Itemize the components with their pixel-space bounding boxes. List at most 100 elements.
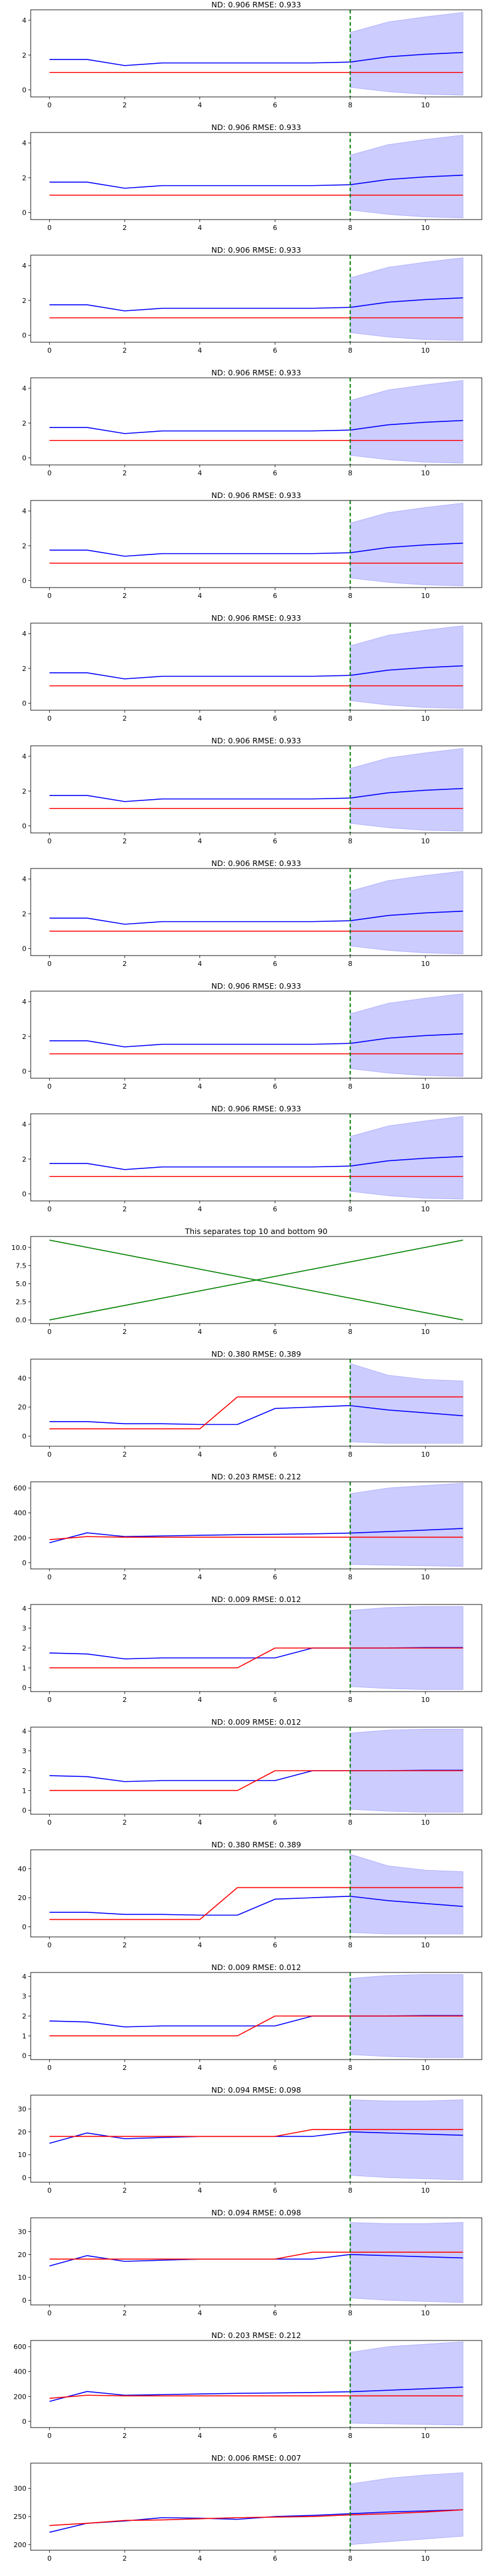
chart-svg: ND: 0.009 RMSE: 0.012 0 2 4 6 8 10 0 1 2 3 4 bbox=[22, 1963, 482, 2072]
chart-svg: ND: 0.009 RMSE: 0.012 0 2 4 6 8 10 0 1 2 3 4 bbox=[22, 1595, 482, 1704]
y-tick-label: 2 bbox=[22, 1767, 26, 1775]
chart-svg: ND: 0.006 RMSE: 0.007 0 2 4 6 8 10 200 250 300 bbox=[14, 2453, 482, 2563]
x-tick-label: 4 bbox=[198, 2555, 202, 2563]
chart-title: ND: 0.906 RMSE: 0.933 bbox=[211, 0, 301, 9]
x-tick-label: 4 bbox=[198, 1941, 202, 1949]
x-tick-label: 4 bbox=[198, 2064, 202, 2072]
chart-svg: ND: 0.380 RMSE: 0.389 0 2 4 6 8 10 0 20 40 bbox=[18, 1840, 482, 1949]
actual-series-line bbox=[49, 2252, 463, 2260]
confidence-band bbox=[350, 2472, 463, 2545]
y-tick-label: 3 bbox=[22, 1993, 26, 2001]
x-tick-label: 10 bbox=[421, 2432, 430, 2440]
chart-svg: ND: 0.009 RMSE: 0.012 0 2 4 6 8 10 0 1 2 3 4 bbox=[22, 1717, 482, 1827]
x-tick-label: 6 bbox=[273, 1083, 277, 1091]
x-tick-label: 4 bbox=[198, 1083, 202, 1091]
actual-series-line bbox=[49, 1887, 463, 1920]
y-tick-label: 4 bbox=[22, 262, 26, 270]
y-tick-label: 2 bbox=[22, 1033, 26, 1041]
x-tick-label: 0 bbox=[47, 1573, 52, 1581]
chart-svg: ND: 0.906 RMSE: 0.933 0 2 4 6 8 10 0 2 4 bbox=[22, 859, 482, 968]
x-tick-label: 8 bbox=[348, 2064, 352, 2072]
x-tick-label: 8 bbox=[348, 1696, 352, 1704]
x-tick-label: 10 bbox=[421, 592, 430, 600]
chart-title: ND: 0.380 RMSE: 0.389 bbox=[211, 1349, 301, 1359]
x-tick-label: 4 bbox=[198, 1328, 202, 1336]
y-tick-label: 200 bbox=[14, 2393, 26, 2401]
y-tick-label: 0 bbox=[22, 1559, 26, 1567]
x-tick-label: 8 bbox=[348, 837, 352, 845]
x-tick-label: 8 bbox=[348, 2187, 352, 2195]
confidence-band bbox=[350, 12, 463, 96]
forecast-series-line bbox=[49, 1528, 463, 1544]
chart-panel: ND: 0.203 RMSE: 0.212 0 2 4 6 8 10 0 200 400 600 bbox=[0, 2331, 491, 2453]
y-tick-label: 0 bbox=[22, 945, 26, 953]
x-tick-label: 0 bbox=[47, 2309, 52, 2317]
x-tick-label: 8 bbox=[348, 715, 352, 723]
chart-svg: ND: 0.906 RMSE: 0.933 0 2 4 6 8 10 0 2 4 bbox=[22, 0, 482, 109]
forecast-series-line bbox=[49, 1156, 463, 1170]
confidence-band bbox=[350, 748, 463, 832]
y-tick-label: 4 bbox=[22, 507, 26, 515]
chart-title: ND: 0.906 RMSE: 0.933 bbox=[211, 368, 301, 377]
chart-panel: ND: 0.906 RMSE: 0.933 0 2 4 6 8 10 0 2 4 bbox=[0, 245, 491, 368]
x-tick-label: 0 bbox=[47, 469, 52, 477]
y-tick-label: 20 bbox=[18, 1894, 26, 1902]
x-tick-label: 8 bbox=[348, 1451, 352, 1459]
chart-panel: ND: 0.906 RMSE: 0.933 0 2 4 6 8 10 0 2 4 bbox=[0, 0, 491, 123]
x-tick-label: 10 bbox=[421, 960, 430, 968]
x-tick-label: 6 bbox=[273, 715, 277, 723]
y-tick-label: 0.0 bbox=[16, 1316, 27, 1324]
x-tick-label: 8 bbox=[348, 1941, 352, 1949]
x-tick-label: 10 bbox=[421, 1819, 430, 1827]
axes-frame bbox=[30, 1849, 482, 1938]
x-tick-label: 0 bbox=[47, 592, 52, 600]
x-tick-label: 2 bbox=[123, 1819, 127, 1827]
chart-panel: ND: 0.094 RMSE: 0.098 0 2 4 6 8 10 0 10 20 30 bbox=[0, 2208, 491, 2331]
chart-svg: ND: 0.906 RMSE: 0.933 0 2 4 6 8 10 0 2 4 bbox=[22, 491, 482, 600]
y-tick-label: 4 bbox=[22, 1121, 26, 1129]
y-tick-label: 2 bbox=[22, 665, 26, 673]
y-tick-label: 3 bbox=[22, 1625, 26, 1633]
x-tick-label: 0 bbox=[47, 2187, 52, 2195]
chart-panel: ND: 0.906 RMSE: 0.933 0 2 4 6 8 10 0 2 4 bbox=[0, 859, 491, 981]
x-tick-label: 6 bbox=[273, 1941, 277, 1949]
x-tick-label: 10 bbox=[421, 2187, 430, 2195]
chart-svg: ND: 0.906 RMSE: 0.933 0 2 4 6 8 10 0 2 4 bbox=[22, 1104, 482, 1213]
forecast-series-line bbox=[49, 2386, 463, 2402]
x-tick-label: 6 bbox=[273, 1819, 277, 1827]
y-tick-label: 1 bbox=[22, 1787, 26, 1795]
chart-title: ND: 0.094 RMSE: 0.098 bbox=[211, 2085, 301, 2095]
chart-svg: ND: 0.094 RMSE: 0.098 0 2 4 6 8 10 0 10 20 30 bbox=[18, 2085, 482, 2195]
y-tick-label: 4 bbox=[22, 385, 26, 393]
chart-svg: ND: 0.906 RMSE: 0.933 0 2 4 6 8 10 0 2 4 bbox=[22, 245, 482, 355]
x-tick-label: 4 bbox=[198, 2187, 202, 2195]
forecast-series-line bbox=[49, 788, 463, 802]
x-tick-label: 10 bbox=[421, 224, 430, 232]
chart-panel: ND: 0.906 RMSE: 0.933 0 2 4 6 8 10 0 2 4 bbox=[0, 368, 491, 491]
y-tick-label: 400 bbox=[14, 2368, 26, 2376]
x-tick-label: 10 bbox=[421, 2064, 430, 2072]
forecast-series-line bbox=[49, 1033, 463, 1048]
y-tick-label: 0 bbox=[22, 700, 26, 708]
y-tick-label: 5.0 bbox=[16, 1280, 27, 1288]
x-tick-label: 4 bbox=[198, 837, 202, 845]
y-tick-label: 4 bbox=[22, 998, 26, 1006]
x-tick-label: 2 bbox=[123, 2309, 127, 2317]
x-tick-label: 6 bbox=[273, 960, 277, 968]
confidence-band bbox=[350, 1853, 463, 1934]
x-tick-label: 0 bbox=[47, 1083, 52, 1091]
x-tick-label: 8 bbox=[348, 469, 352, 477]
x-tick-label: 10 bbox=[421, 469, 430, 477]
y-tick-label: 0 bbox=[22, 1923, 26, 1931]
x-tick-label: 10 bbox=[421, 1451, 430, 1459]
y-tick-label: 10 bbox=[18, 2151, 26, 2159]
y-tick-label: 30 bbox=[18, 2228, 26, 2236]
axes-frame bbox=[30, 377, 482, 466]
chart-panel: ND: 0.009 RMSE: 0.012 0 2 4 6 8 10 0 1 2 3 4 bbox=[0, 1717, 491, 1840]
x-tick-label: 2 bbox=[123, 2432, 127, 2440]
axes-frame bbox=[30, 132, 482, 220]
chart-title: ND: 0.009 RMSE: 0.012 bbox=[211, 1717, 301, 1727]
y-tick-label: 1 bbox=[22, 1664, 26, 1672]
confidence-band bbox=[350, 134, 463, 218]
y-tick-label: 4 bbox=[22, 630, 26, 638]
